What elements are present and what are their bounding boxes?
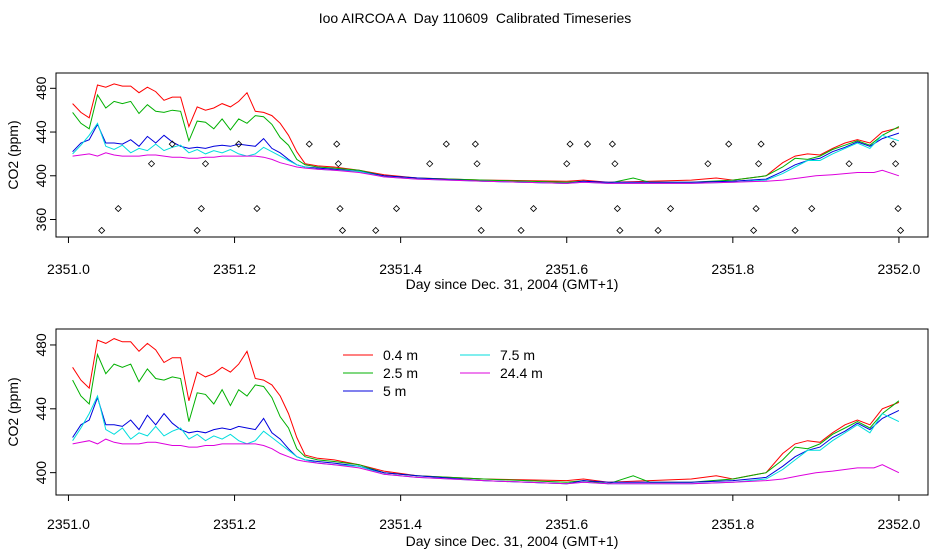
x-tick-label: 2351.2 — [213, 261, 256, 277]
calibration-point — [193, 226, 201, 235]
legend: 0.4 m 2.5 m 5 m 7.5 m 24.4 m — [343, 347, 543, 399]
plot-frame — [55, 328, 929, 496]
x-tick-label: 2351.6 — [545, 261, 588, 277]
x-tick-label: 2352.0 — [878, 261, 921, 277]
x-tick-label: 2351.0 — [47, 261, 90, 277]
plot-frame — [55, 72, 929, 238]
calibration-point — [613, 205, 621, 213]
calibration-point — [147, 160, 156, 168]
y-axis-label: CO2 (ppm) — [5, 120, 21, 189]
calibration-point — [475, 205, 483, 213]
calibration-point — [442, 140, 450, 148]
calibration-point — [305, 140, 313, 148]
y-tick-label: 400 — [33, 461, 49, 485]
series-line-24-4-m — [72, 438, 900, 485]
calibration-point — [791, 226, 799, 235]
calibration-point — [235, 140, 243, 148]
calibration-point — [168, 140, 176, 148]
calibration-point — [201, 160, 210, 168]
calibration-point — [114, 205, 122, 213]
x-tick-label: 2351.2 — [213, 516, 256, 532]
calibration-point — [755, 160, 763, 168]
panel-1: 2351.0 2351.2 2351.4 2351.6 2351.8 2352.0 360 4… — [5, 72, 929, 292]
calibration-point — [750, 226, 758, 235]
calibration-point — [757, 140, 765, 148]
calibration-point — [808, 205, 816, 213]
series-lines — [72, 338, 900, 485]
calibration-point — [666, 205, 675, 213]
calibration-point — [608, 140, 616, 148]
legend-label: 0.4 m — [383, 347, 418, 363]
y-tick-label: 440 — [33, 397, 49, 421]
calibration-point — [894, 205, 902, 213]
y-tick-label: 400 — [33, 164, 49, 188]
series-line-0-4-m — [72, 338, 900, 483]
x-tick-label: 2351.4 — [379, 261, 422, 277]
legend-label: 2.5 m — [383, 365, 418, 381]
calibration-point — [253, 205, 261, 213]
series-line-0-4-m — [72, 83, 900, 183]
calibration-point — [845, 160, 853, 168]
calibration-point — [563, 160, 571, 168]
y-tick-label: 480 — [33, 333, 49, 357]
legend-label: 7.5 m — [500, 347, 535, 363]
x-axis-label: Day since Dec. 31, 2004 (GMT+1) — [406, 533, 619, 549]
series-line-2-5-m — [72, 352, 900, 485]
x-tick-label: 2351.4 — [379, 516, 422, 532]
calibration-point — [517, 226, 525, 235]
calibration-point — [471, 140, 479, 148]
calibration-point — [336, 205, 344, 213]
series-line-2-5-m — [72, 93, 900, 184]
calibration-point — [426, 160, 434, 168]
calibration-point — [889, 140, 897, 148]
x-tick-label: 2351.0 — [47, 516, 90, 532]
series-line-7-5-m — [72, 122, 900, 184]
calibration-point — [477, 226, 485, 235]
calibration-point — [583, 140, 592, 148]
legend-label: 24.4 m — [500, 365, 543, 381]
calibration-point — [473, 160, 481, 168]
y-tick-label: 360 — [33, 208, 49, 232]
calibration-point — [616, 226, 624, 235]
calibration-point — [897, 226, 905, 235]
calibration-point — [392, 205, 401, 213]
series-line-5-m — [72, 396, 900, 485]
series-line-7-5-m — [72, 394, 900, 485]
calibration-point — [197, 205, 205, 213]
calibration-point — [334, 160, 342, 168]
x-tick-label: 2351.8 — [711, 261, 754, 277]
y-tick-label: 480 — [33, 76, 49, 100]
calibration-point — [892, 160, 900, 168]
calibration-point — [566, 140, 574, 148]
calibration-point — [704, 160, 712, 168]
calibration-point — [98, 226, 106, 235]
series-line-24-4-m — [72, 152, 900, 184]
calibration-point — [654, 226, 662, 235]
x-tick-label: 2351.6 — [545, 516, 588, 532]
x-axis-label: Day since Dec. 31, 2004 (GMT+1) — [406, 276, 619, 292]
x-tick-label: 2351.8 — [711, 516, 754, 532]
calibration-point — [611, 160, 619, 168]
calibration-point — [529, 205, 538, 213]
calibration-point — [752, 205, 760, 213]
panel-2: 2351.0 2351.2 2351.4 2351.6 2351.8 2352.0 400 4… — [5, 328, 929, 549]
series-lines — [72, 83, 900, 184]
calibration-markers — [98, 140, 905, 235]
legend-label: 5 m — [383, 383, 406, 399]
y-tick-label: 440 — [33, 120, 49, 144]
series-line-5-m — [72, 123, 900, 184]
calibration-point — [372, 226, 380, 235]
calibration-point — [333, 140, 341, 148]
calibration-point — [338, 226, 347, 235]
x-tick-label: 2352.0 — [878, 516, 921, 532]
y-axis-label: CO2 (ppm) — [5, 377, 21, 446]
calibration-point — [725, 140, 733, 148]
chart-title: Ioo AIRCOA A Day 110609 Calibrated Times… — [318, 10, 632, 26]
